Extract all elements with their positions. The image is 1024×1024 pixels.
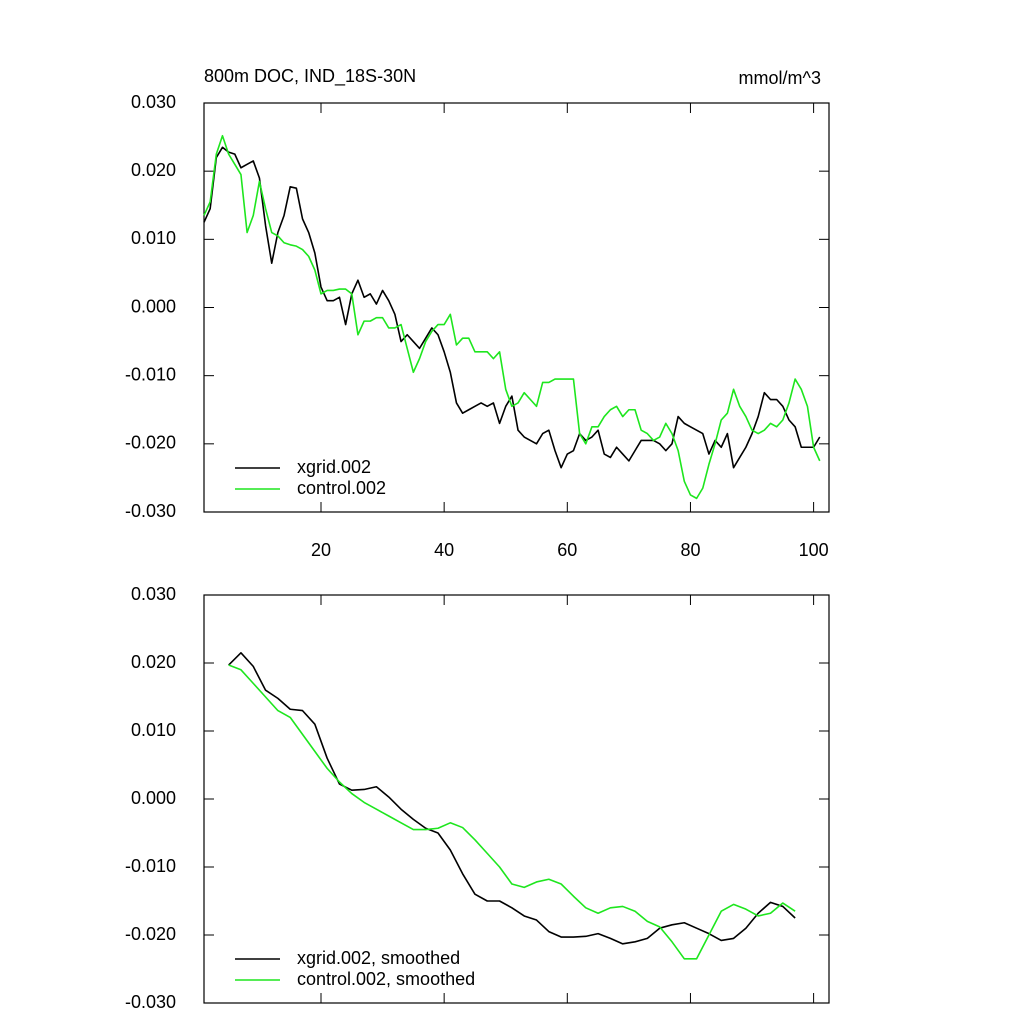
series-line (228, 652, 796, 945)
legend-label: xgrid.002, smoothed (297, 948, 460, 968)
x-tick-label: 20 (311, 540, 331, 560)
series-line (228, 664, 796, 960)
x-tick-label: 80 (680, 540, 700, 560)
y-tick-label: 0.000 (131, 296, 176, 316)
plot-frame (203, 594, 830, 1004)
plot-frame (203, 102, 830, 513)
units-label: mmol/m^3 (739, 68, 821, 88)
y-tick-label: -0.030 (125, 992, 176, 1012)
y-tick-label: 0.030 (131, 92, 176, 112)
y-tick-label: 0.030 (131, 584, 176, 604)
legend-label: control.002 (297, 478, 386, 498)
y-tick-label: -0.020 (125, 433, 176, 453)
y-tick-label: 0.010 (131, 228, 176, 248)
x-tick-label: 100 (799, 540, 829, 560)
series-line (203, 146, 821, 469)
y-tick-label: 0.020 (131, 652, 176, 672)
y-tick-label: -0.010 (125, 364, 176, 384)
x-tick-label: 40 (434, 540, 454, 560)
y-tick-label: 0.010 (131, 720, 176, 740)
x-tick-label: 60 (557, 540, 577, 560)
y-tick-label: -0.010 (125, 856, 176, 876)
y-tick-label: -0.030 (125, 501, 176, 521)
y-tick-label: -0.020 (125, 924, 176, 944)
chart-title: 800m DOC, IND_18S-30N (204, 66, 416, 87)
y-tick-label: 0.000 (131, 788, 176, 808)
y-tick-label: 0.020 (131, 160, 176, 180)
legend-label: xgrid.002 (297, 457, 371, 477)
series-line (203, 134, 821, 500)
legend-label: control.002, smoothed (297, 969, 475, 989)
